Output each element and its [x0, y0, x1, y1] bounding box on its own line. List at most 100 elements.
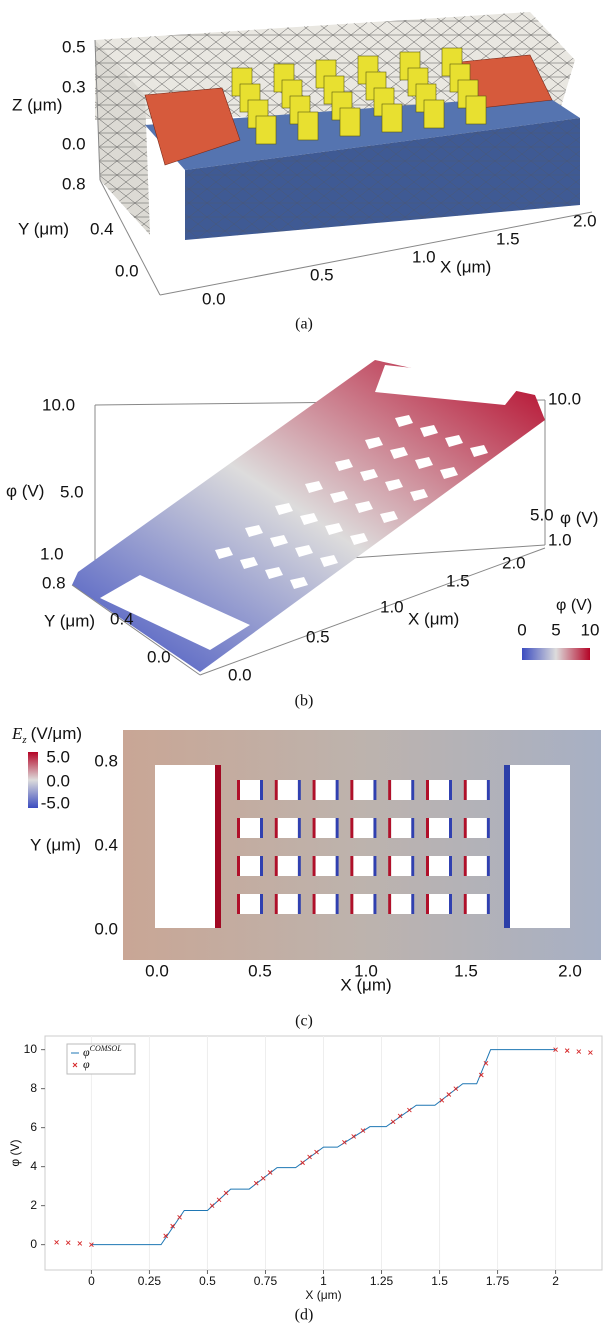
x-tick-label: 1.25	[370, 1274, 394, 1288]
x-tick-label: 0.75	[254, 1274, 278, 1288]
x-axis-label: X (μm)	[305, 1288, 341, 1302]
field-edge	[464, 856, 467, 876]
field-edge	[411, 894, 414, 914]
field-edge	[350, 856, 353, 876]
hole	[467, 818, 487, 838]
field-edge	[313, 818, 316, 838]
field-edge	[336, 780, 339, 800]
x-axis-label: X (μm)	[408, 609, 459, 628]
field-edge	[215, 765, 221, 928]
marker	[391, 1120, 395, 1124]
pillar	[424, 100, 444, 128]
panel-b: 10.0 5.0 1.0 φ (V) 10.0 5.0 1.0 φ (V) 0.…	[6, 360, 599, 710]
pillar	[256, 116, 276, 144]
field-edge	[350, 780, 353, 800]
y-axis-label: Y (μm)	[18, 219, 69, 238]
hole	[391, 856, 411, 876]
hole	[391, 780, 411, 800]
field-edge	[464, 780, 467, 800]
hole	[316, 780, 336, 800]
y-tick-label: 6	[30, 1120, 37, 1134]
colorbar-title: Ez(V/μm)	[11, 724, 82, 746]
x-tick-label: 0	[88, 1274, 95, 1288]
field-edge	[464, 818, 467, 838]
colorbar-title: φ (V)	[556, 597, 592, 614]
field-edge	[487, 856, 490, 876]
colorbar-tick-label: 0.0	[46, 771, 70, 790]
hole	[240, 818, 260, 838]
x-tick-label: 2.0	[573, 211, 597, 230]
symbol: E	[11, 724, 23, 743]
marker	[315, 1150, 319, 1154]
y-tick-label: 0.8	[94, 751, 118, 770]
field-edge	[388, 856, 391, 876]
y-tick-label: 0.8	[62, 174, 86, 193]
marker	[407, 1108, 411, 1112]
colorbar-tick-label: 10	[581, 620, 600, 639]
hole	[391, 894, 411, 914]
field-edge	[275, 856, 278, 876]
marker	[224, 1191, 228, 1195]
x-tick-label: 1.5	[454, 961, 478, 980]
field-edge	[487, 780, 490, 800]
contact	[510, 765, 570, 928]
field-edge	[260, 894, 263, 914]
x-tick-label: 2	[552, 1274, 559, 1288]
z-axis-label: φ (V)	[560, 508, 598, 527]
field-edge	[298, 856, 301, 876]
field-edge	[411, 780, 414, 800]
x-tick-label: 1.5	[496, 229, 520, 248]
pillar	[298, 112, 318, 140]
caption: (a)	[295, 316, 313, 333]
y-tick-label: 0	[30, 1237, 37, 1251]
y-tick-label: 0.4	[90, 219, 114, 238]
field-edge	[449, 856, 452, 876]
field-edge	[373, 780, 376, 800]
z-tick-label: 0.0	[62, 134, 86, 153]
field-edge	[237, 818, 240, 838]
marker	[55, 1240, 59, 1244]
panel-c: Ez(V/μm) 5.0 0.0 -5.0 0.8 0.4 0.0 Y (μm)…	[11, 724, 601, 1030]
pillar	[340, 108, 360, 136]
x-tick-label: 0.5	[248, 961, 272, 980]
x-tick-label: 1.5	[431, 1274, 448, 1288]
hole	[353, 780, 373, 800]
field-edge	[313, 856, 316, 876]
hole	[467, 894, 487, 914]
y-tick-label: 4	[30, 1159, 37, 1173]
hole	[278, 856, 298, 876]
field-edge	[373, 818, 376, 838]
figure: 0.5 0.3 0.0 Z (μm) 0.8 0.4 0.0 Y (μm) 0.…	[0, 0, 609, 1328]
y-tick-label: 0.0	[94, 919, 118, 938]
field-edge	[336, 894, 339, 914]
x-tick-label: 2.0	[502, 553, 526, 572]
hole	[429, 818, 449, 838]
field-edge	[388, 818, 391, 838]
legend-entry: φ	[83, 1057, 90, 1071]
field-edge	[298, 894, 301, 914]
hole	[353, 894, 373, 914]
z-tick-label: 10.0	[548, 389, 581, 408]
colorbar-tick-label: 0	[517, 620, 526, 639]
hole	[316, 818, 336, 838]
field-edge	[487, 894, 490, 914]
marker	[210, 1204, 214, 1208]
field-edge	[464, 894, 467, 914]
field-edge	[275, 894, 278, 914]
z-tick-label: 1.0	[548, 530, 572, 549]
y-tick-label: 8	[30, 1081, 37, 1095]
x-axis-label: X (μm)	[340, 975, 391, 994]
field-edge	[336, 818, 339, 838]
y-tick-label: 0.0	[115, 261, 139, 280]
hole	[316, 856, 336, 876]
caption: (b)	[295, 693, 314, 710]
field-edge	[388, 780, 391, 800]
field-edge	[449, 894, 452, 914]
colorbar-tick-label: -5.0	[41, 793, 70, 812]
hole	[429, 856, 449, 876]
marker	[178, 1215, 182, 1219]
x-tick-label: 0.0	[202, 289, 226, 308]
field-edge	[504, 765, 510, 928]
contact	[155, 765, 215, 928]
hole	[429, 780, 449, 800]
